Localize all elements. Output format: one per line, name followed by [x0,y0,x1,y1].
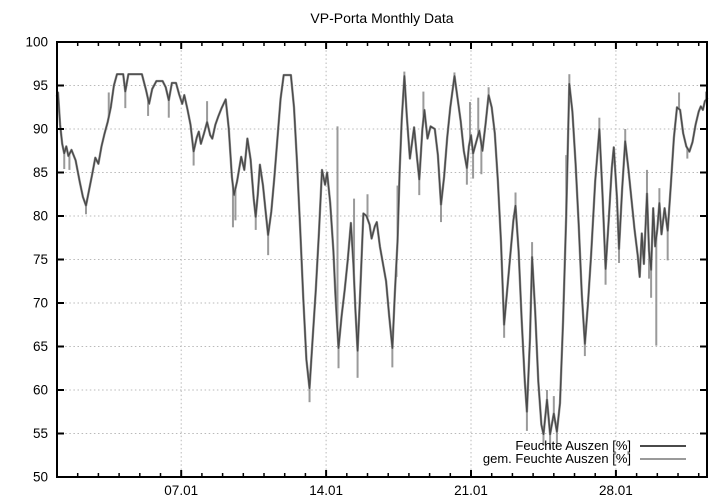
legend-row-gem-feuchte-auszen: gem. Feuchte Auszen [%] [483,452,686,465]
x-tick-label: 07.01 [164,483,198,498]
y-tick-label: 95 [33,78,48,93]
y-tick-label: 60 [33,383,48,398]
x-axis-labels: 07.01 14.01 21.01 28.01 [164,483,633,498]
y-tick-label: 70 [33,296,48,311]
x-tick-label: 21.01 [454,483,488,498]
y-axis-labels: 50 55 60 65 70 75 80 85 90 95 100 [25,35,48,485]
legend-label-feuchte-auszen: Feuchte Auszen [%] [515,438,631,453]
legend-line-sample-gem-feuchte-auszen [640,457,686,460]
y-tick-label: 85 [33,165,48,180]
y-tick-label: 65 [33,339,48,354]
y-tick-label: 100 [25,35,48,50]
y-tick-label: 55 [33,426,48,441]
x-tick-label: 14.01 [309,483,343,498]
legend-line-sample-feuchte-auszen [640,444,686,447]
y-tick-label: 90 [33,122,48,137]
legend-row-feuchte-auszen: Feuchte Auszen [%] [515,439,686,452]
series-feuchte-auszen [56,73,708,436]
y-tick-label: 80 [33,209,48,224]
series-line-feuchte-auszen [56,73,708,436]
axis-ticks [57,42,707,477]
y-tick-label: 50 [33,470,48,485]
chart-title: VP-Porta Monthly Data [310,10,454,26]
x-tick-label: 28.01 [599,483,633,498]
legend: Feuchte Auszen [%] gem. Feuchte Auszen [… [483,439,686,465]
y-tick-label: 75 [33,252,48,267]
legend-label-gem-feuchte-auszen: gem. Feuchte Auszen [%] [482,451,631,466]
